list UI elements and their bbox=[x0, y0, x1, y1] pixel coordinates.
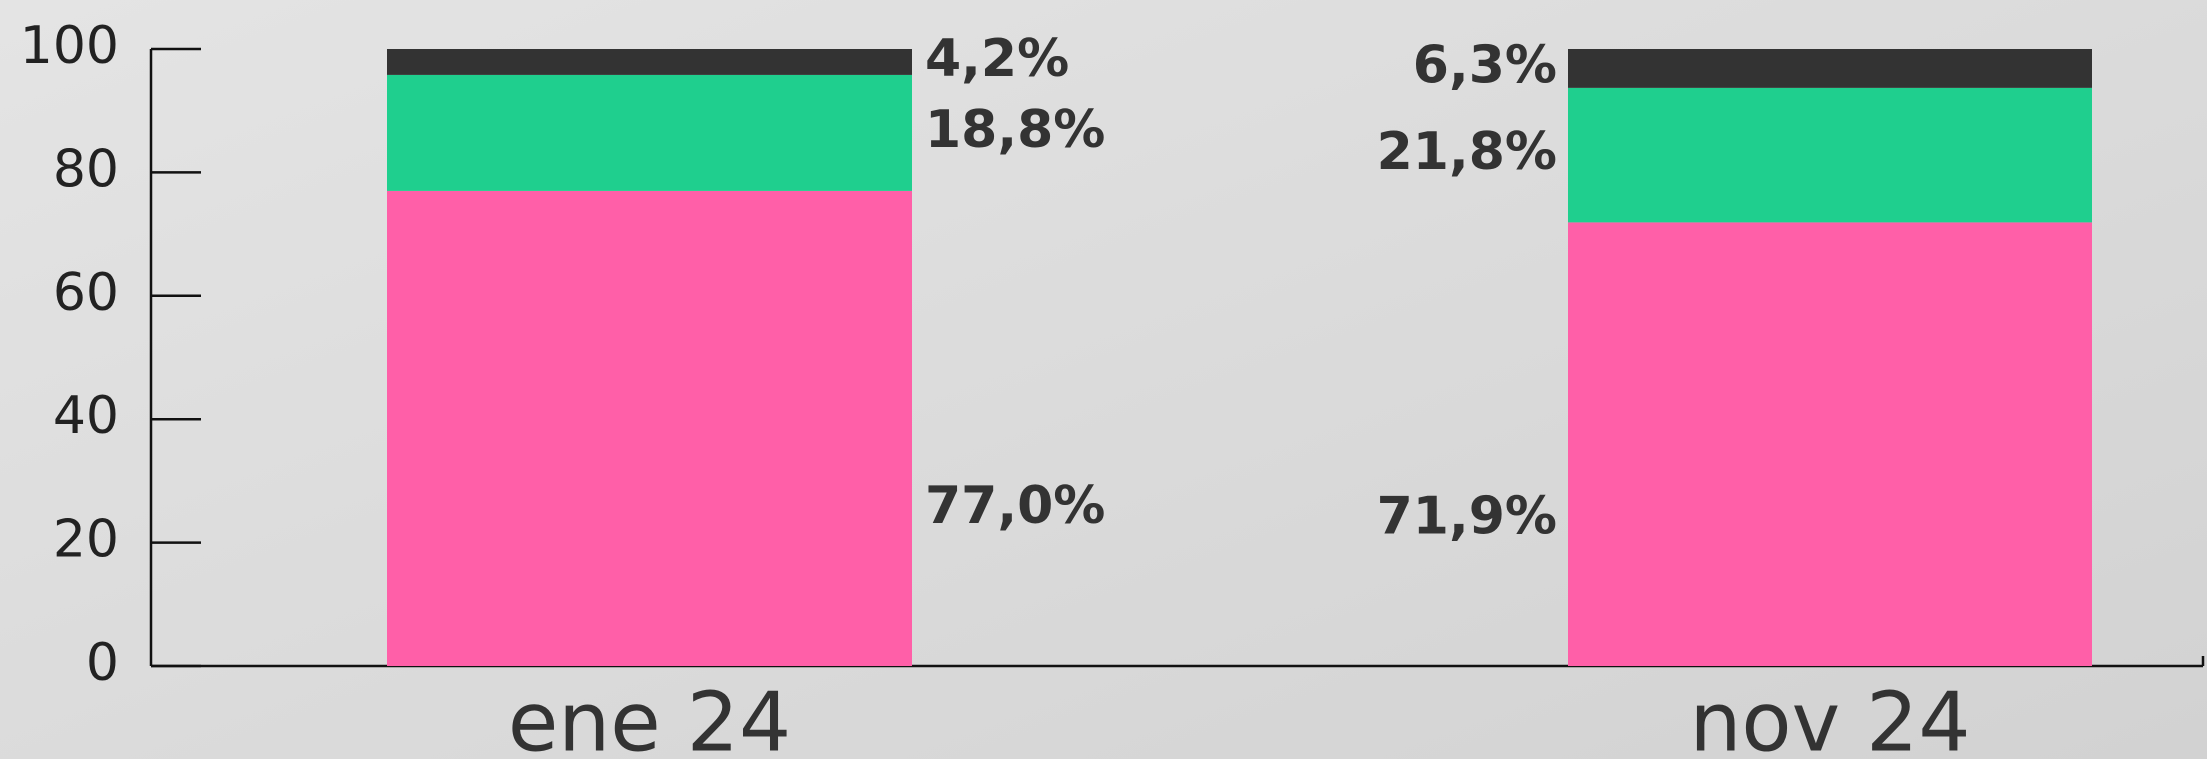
x-tick-label: ene 24 bbox=[508, 675, 791, 759]
y-tick-label: 20 bbox=[53, 510, 119, 570]
x-tick-label: nov 24 bbox=[1689, 675, 1970, 759]
y-tick-label: 100 bbox=[20, 16, 119, 76]
bar-segment bbox=[1568, 49, 2092, 88]
value-label: 6,3% bbox=[1413, 35, 1557, 95]
value-label: 77,0% bbox=[925, 476, 1105, 536]
bar-segment bbox=[387, 74, 912, 191]
bar-segment bbox=[1568, 87, 2092, 223]
y-tick-label: 80 bbox=[53, 139, 119, 199]
bar-segment bbox=[1568, 222, 2092, 666]
bar-segment bbox=[387, 190, 912, 666]
y-tick-label: 60 bbox=[53, 263, 119, 323]
y-tick-label: 40 bbox=[53, 386, 119, 446]
bar-segment bbox=[387, 49, 912, 75]
y-tick-label: 0 bbox=[86, 633, 119, 693]
value-label: 18,8% bbox=[925, 100, 1105, 160]
value-label: 71,9% bbox=[1377, 487, 1557, 547]
value-label: 4,2% bbox=[925, 29, 1069, 89]
value-label: 21,8% bbox=[1377, 122, 1557, 182]
